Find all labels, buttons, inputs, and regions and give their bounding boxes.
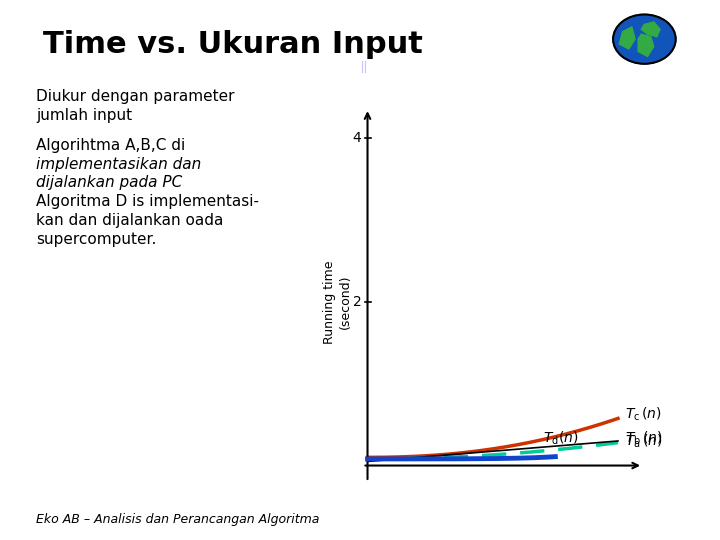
Text: Time vs. Ukuran Input: Time vs. Ukuran Input <box>43 30 423 59</box>
Polygon shape <box>642 22 660 37</box>
Text: $T_{\mathrm{a}}\,(n)$: $T_{\mathrm{a}}\,(n)$ <box>626 433 663 450</box>
Text: supercomputer.: supercomputer. <box>36 232 156 247</box>
Text: $T_{\mathrm{b}}\,(n)$: $T_{\mathrm{b}}\,(n)$ <box>626 430 663 447</box>
Text: kan dan dijalankan oada: kan dan dijalankan oada <box>36 213 223 228</box>
Text: Running time
(second): Running time (second) <box>323 260 351 343</box>
Text: 4: 4 <box>353 131 361 145</box>
Text: Eko AB – Analisis dan Perancangan Algoritma: Eko AB – Analisis dan Perancangan Algori… <box>36 514 320 526</box>
Polygon shape <box>638 34 654 56</box>
Text: Diukur dengan parameter: Diukur dengan parameter <box>36 89 235 104</box>
Text: Algoritma D is implementasi-: Algoritma D is implementasi- <box>36 194 259 210</box>
Text: $T_{\mathrm{c}}\,(n)$: $T_{\mathrm{c}}\,(n)$ <box>626 406 662 423</box>
Text: dijalankan pada PC: dijalankan pada PC <box>36 176 182 191</box>
Text: $T_{\mathrm{d}}(n)$: $T_{\mathrm{d}}(n)$ <box>543 429 578 447</box>
Text: jumlah input: jumlah input <box>36 108 132 123</box>
Text: implementasikan dan: implementasikan dan <box>36 157 202 172</box>
Polygon shape <box>619 27 635 49</box>
Text: Algorihtma A,B,C di: Algorihtma A,B,C di <box>36 138 185 153</box>
Text: 2: 2 <box>353 295 361 309</box>
Polygon shape <box>613 15 675 64</box>
